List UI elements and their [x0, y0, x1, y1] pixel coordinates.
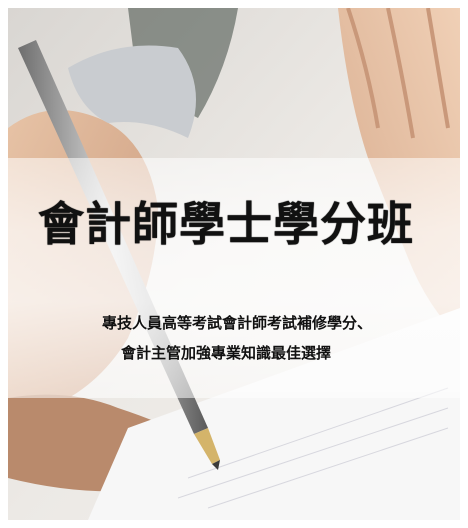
subtitle-line-1: 專技人員高等考試會計師考試補修學分、: [101, 314, 372, 332]
page-title: 會計師學士學分班: [38, 197, 414, 251]
subtitle-line-2: 會計主管加強專業知識最佳選擇: [120, 344, 331, 362]
banner-frame: [8, 8, 460, 520]
text-banner-overlay: [8, 158, 460, 398]
